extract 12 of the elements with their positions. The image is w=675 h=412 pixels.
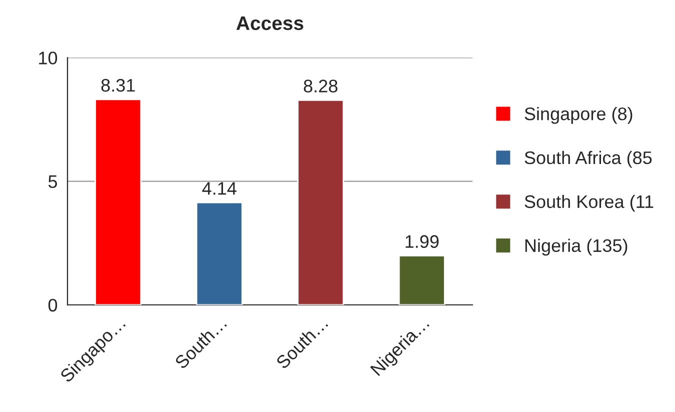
data-label: 8.28 [304,80,338,92]
y-tick-label: 0 [48,298,58,312]
data-label: 1.99 [406,235,439,248]
legend-label: Singapore (8) [524,106,632,124]
chart-title: Access [236,16,304,30]
legend-label: Nigeria (135) [525,238,628,256]
legend-label: South Africa (85 [524,150,652,168]
legend-label: South Korea (11 [524,194,654,212]
data-label: 4.14 [202,182,236,195]
y-tick-label: 5 [48,175,58,188]
y-tick-label: 10 [39,52,58,64]
data-label: 8.31 [101,78,135,92]
